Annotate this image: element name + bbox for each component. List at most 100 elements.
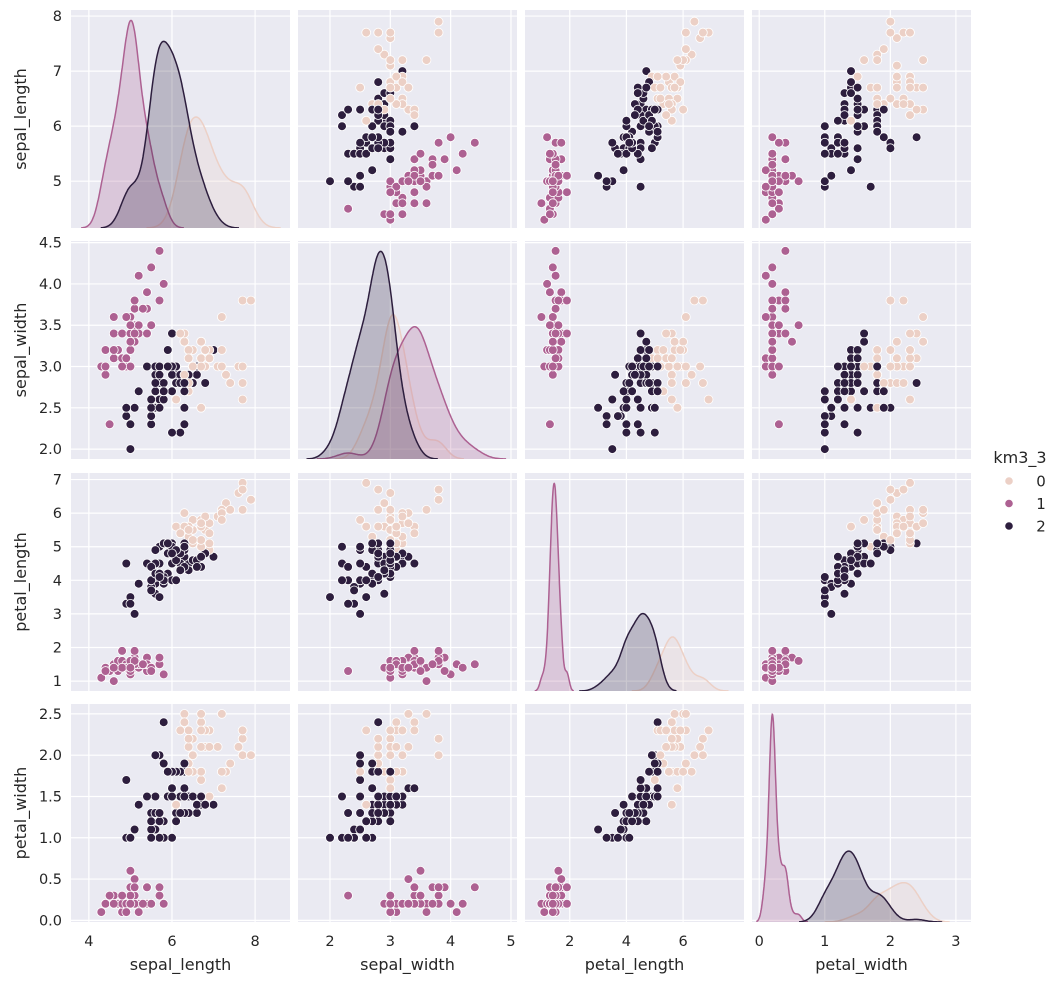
scatter-point-cluster-2 <box>196 551 206 562</box>
x-tick-label: 2 <box>565 934 574 950</box>
subplot-petal_length-vs-petal_length <box>525 473 744 691</box>
scatter-point-cluster-0 <box>373 742 384 752</box>
scatter-point-cluster-0 <box>655 93 666 104</box>
scatter-point-cluster-2 <box>859 336 869 347</box>
scatter-point-cluster-0 <box>179 717 190 727</box>
scatter-point-cluster-2 <box>632 148 643 159</box>
scatter-point-cluster-0 <box>892 528 902 539</box>
scatter-point-cluster-0 <box>898 484 909 495</box>
scatter-point-cluster-2 <box>826 609 837 619</box>
y-tick-label: 5 <box>53 540 62 556</box>
scatter-point-cluster-0 <box>183 353 194 364</box>
scatter-point-cluster-0 <box>421 55 432 65</box>
scatter-point-cluster-0 <box>397 55 408 65</box>
x-tick-label: 2 <box>325 934 334 950</box>
scatter-point-cluster-0 <box>225 378 236 388</box>
scatter-point-cluster-1 <box>547 345 558 355</box>
scatter-point-cluster-2 <box>337 121 347 131</box>
y-tick-label: 1.5 <box>39 789 62 805</box>
scatter-point-cluster-2 <box>878 132 889 143</box>
scatter-point-cluster-2 <box>409 783 420 793</box>
scatter-point-cluster-2 <box>158 386 169 397</box>
scatter-point-cluster-2 <box>343 598 353 609</box>
scatter-point-cluster-0 <box>385 783 396 793</box>
scatter-point-cluster-0 <box>385 488 396 498</box>
scatter-point-cluster-0 <box>237 733 248 744</box>
scatter-point-cluster-2 <box>121 558 132 569</box>
scatter-point-cluster-2 <box>175 427 186 438</box>
scatter-point-cluster-1 <box>385 907 396 917</box>
scatter-point-cluster-1 <box>469 882 480 893</box>
scatter-point-cluster-2 <box>839 588 850 599</box>
scatter-point-cluster-0 <box>397 750 408 760</box>
scatter-point-cluster-1 <box>125 898 136 909</box>
kde-fill-cluster-0 <box>146 117 281 228</box>
scatter-point-cluster-1 <box>385 662 396 673</box>
scatter-point-cluster-0 <box>379 49 390 60</box>
plot-marks <box>96 478 256 686</box>
scatter-point-cluster-0 <box>171 799 181 810</box>
scatter-point-cluster-1 <box>550 882 561 893</box>
scatter-point-cluster-2 <box>601 419 612 430</box>
scatter-point-cluster-0 <box>196 402 206 413</box>
kde-line-cluster-2 <box>100 40 239 228</box>
scatter-point-cluster-1 <box>109 312 119 322</box>
scatter-point-cluster-2 <box>367 783 378 793</box>
scatter-point-cluster-0 <box>905 511 915 522</box>
scatter-point-cluster-2 <box>367 758 378 769</box>
scatter-point-cluster-0 <box>373 484 384 495</box>
kde-fill-cluster-1 <box>81 20 184 228</box>
scatter-point-cluster-1 <box>774 419 784 430</box>
scatter-point-cluster-1 <box>409 198 420 209</box>
subplot-petal_width-vs-sepal_length <box>71 704 290 922</box>
scatter-point-cluster-2 <box>826 402 837 413</box>
scatter-point-cluster-0 <box>885 361 896 372</box>
scatter-point-cluster-1 <box>787 336 797 347</box>
scatter-point-cluster-1 <box>96 907 107 917</box>
scatter-point-cluster-0 <box>217 361 227 372</box>
y-tick-label: 1 <box>53 674 62 690</box>
plot-background <box>752 10 971 228</box>
scatter-point-cluster-1 <box>427 898 438 909</box>
scatter-point-cluster-2 <box>179 419 190 430</box>
scatter-point-cluster-1 <box>774 203 784 214</box>
scatter-point-cluster-2 <box>852 538 863 549</box>
scatter-point-cluster-0 <box>885 16 896 27</box>
scatter-point-cluster-2 <box>167 548 177 559</box>
scatter-point-cluster-0 <box>846 521 856 532</box>
scatter-point-cluster-0 <box>872 55 882 65</box>
plot-marks <box>96 709 256 917</box>
scatter-point-cluster-0 <box>212 742 223 752</box>
scatter-point-cluster-0 <box>183 345 194 355</box>
scatter-point-cluster-2 <box>601 176 612 187</box>
scatter-point-cluster-1 <box>403 662 414 673</box>
scatter-point-cluster-2 <box>635 775 646 785</box>
scatter-point-cluster-2 <box>852 378 863 388</box>
scatter-point-cluster-1 <box>547 369 558 380</box>
scatter-point-cluster-2 <box>355 181 365 192</box>
scatter-point-cluster-2 <box>624 832 635 843</box>
scatter-point-cluster-0 <box>661 328 671 339</box>
scatter-point-cluster-2 <box>610 369 620 380</box>
x-tick-label: 6 <box>167 934 176 950</box>
scatter-point-cluster-2 <box>158 717 169 727</box>
scatter-point-cluster-1 <box>100 666 111 676</box>
scatter-point-cluster-0 <box>678 104 688 115</box>
scatter-point-cluster-0 <box>391 99 402 109</box>
x-axis-label: sepal_width <box>360 955 455 975</box>
scatter-point-cluster-0 <box>652 71 663 82</box>
plot-marks <box>536 246 714 454</box>
scatter-point-cluster-1 <box>142 287 152 298</box>
scatter-point-cluster-1 <box>562 170 572 181</box>
scatter-point-cluster-1 <box>409 646 420 656</box>
scatter-point-cluster-1 <box>445 898 456 909</box>
scatter-point-cluster-0 <box>898 99 909 109</box>
y-tick-label: 3 <box>53 607 62 623</box>
scatter-point-cluster-0 <box>689 16 700 27</box>
scatter-point-cluster-1 <box>542 132 552 143</box>
scatter-point-cluster-0 <box>695 742 705 752</box>
scatter-point-cluster-2 <box>833 394 843 405</box>
scatter-point-cluster-1 <box>409 187 420 198</box>
scatter-point-cluster-2 <box>852 93 863 104</box>
scatter-point-cluster-1 <box>451 165 462 176</box>
